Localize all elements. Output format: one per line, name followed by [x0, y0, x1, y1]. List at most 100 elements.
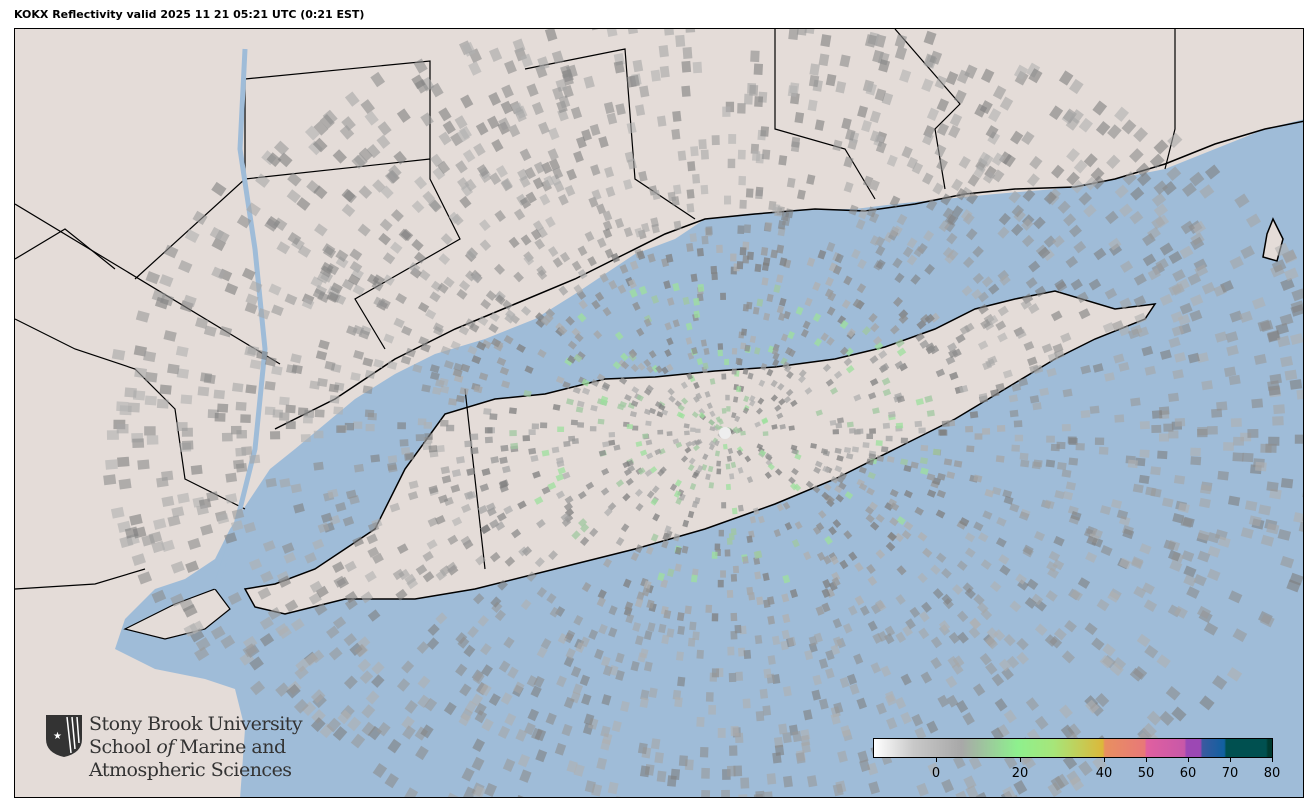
radar-echo [552, 257, 563, 268]
radar-echo [911, 713, 924, 727]
radar-echo [734, 415, 741, 423]
radar-echo [681, 85, 691, 97]
radar-echo [708, 419, 715, 426]
radar-echo [362, 385, 373, 395]
radar-echo [456, 288, 468, 300]
radar-echo [242, 643, 258, 658]
radar-echo [680, 381, 688, 389]
radar-echo [195, 637, 211, 652]
radar-echo [680, 455, 689, 463]
radar-echo [498, 117, 511, 131]
radar-echo [703, 347, 710, 356]
radar-echo [776, 244, 785, 254]
radar-echo [264, 381, 276, 391]
radar-echo [1066, 171, 1080, 186]
radar-echo [829, 387, 839, 395]
radar-echo [647, 253, 656, 263]
radar-echo [782, 732, 792, 744]
radar-echo [291, 364, 303, 375]
radar-echo [373, 358, 384, 369]
radar-echo [794, 453, 802, 461]
radar-echo [416, 641, 430, 654]
radar-echo [417, 675, 431, 689]
radar-echo [470, 433, 479, 441]
radar-echo [756, 596, 764, 606]
radar-echo [721, 373, 727, 380]
radar-echo [500, 100, 514, 115]
radar-echo [1268, 436, 1280, 446]
radar-echo [1151, 410, 1163, 419]
radar-echo [999, 274, 1011, 286]
radar-echo [761, 262, 770, 272]
radar-echo [926, 489, 937, 498]
radar-echo [754, 263, 762, 273]
radar-echo [479, 219, 491, 232]
radar-echo [602, 220, 613, 231]
radar-echo [181, 427, 193, 437]
radar-echo [641, 587, 651, 597]
radar-echo [1139, 449, 1150, 458]
svg-text:★: ★ [53, 731, 62, 742]
radar-echo [324, 360, 336, 371]
radar-echo [845, 364, 855, 374]
radar-echo [732, 565, 740, 574]
radar-echo [688, 457, 696, 465]
radar-echo [622, 460, 631, 469]
radar-echo [754, 421, 761, 428]
radar-echo [413, 251, 427, 264]
radar-echo [1242, 452, 1254, 463]
radar-echo [646, 599, 655, 609]
radar-echo [415, 564, 428, 576]
radar-echo [725, 394, 730, 401]
radar-echo [459, 683, 472, 697]
radar-echo [677, 625, 685, 635]
radar-echo [472, 671, 485, 685]
radar-echo [875, 245, 886, 256]
radar-echo [1108, 243, 1123, 256]
radar-echo [418, 336, 429, 347]
radar-echo [996, 516, 1007, 527]
radar-echo [671, 128, 681, 140]
radar-echo [672, 282, 680, 292]
radar-echo [1029, 364, 1040, 374]
radar-echo [630, 552, 640, 562]
radar-echo [788, 348, 796, 358]
radar-map[interactable]: ★ Stony Brook University School of Marin… [14, 28, 1304, 798]
radar-echo [743, 649, 752, 660]
radar-echo [379, 218, 393, 232]
radar-echo [1023, 341, 1035, 351]
radar-echo [750, 50, 760, 63]
radar-echo [812, 281, 821, 291]
radar-echo [759, 688, 769, 699]
radar-echo [1119, 557, 1132, 570]
radar-echo [411, 239, 424, 252]
radar-echo [782, 686, 792, 697]
radar-echo [144, 371, 158, 383]
radar-echo [889, 517, 899, 527]
radar-echo [602, 441, 610, 448]
radar-echo [833, 370, 843, 380]
radar-echo [1070, 511, 1082, 521]
radar-echo [503, 636, 515, 649]
radar-echo [926, 198, 938, 211]
radar-echo [1003, 633, 1016, 647]
radar-echo [448, 398, 458, 406]
radar-echo [313, 120, 329, 136]
radar-echo [1106, 154, 1121, 170]
radar-echo [1050, 775, 1066, 791]
radar-echo [532, 470, 541, 479]
radar-echo [728, 134, 737, 144]
radar-echo [1083, 153, 1098, 168]
radar-echo [955, 187, 968, 201]
radar-echo [512, 38, 526, 53]
radar-echo [881, 377, 891, 386]
radar-echo [435, 569, 448, 581]
radar-echo [1168, 549, 1181, 562]
radar-echo [1065, 255, 1079, 269]
radar-echo [486, 507, 497, 517]
radar-echo [163, 330, 177, 342]
radar-echo [875, 141, 887, 154]
radar-echo [651, 189, 661, 200]
radar-echo [711, 668, 720, 678]
radar-echo [740, 777, 750, 789]
